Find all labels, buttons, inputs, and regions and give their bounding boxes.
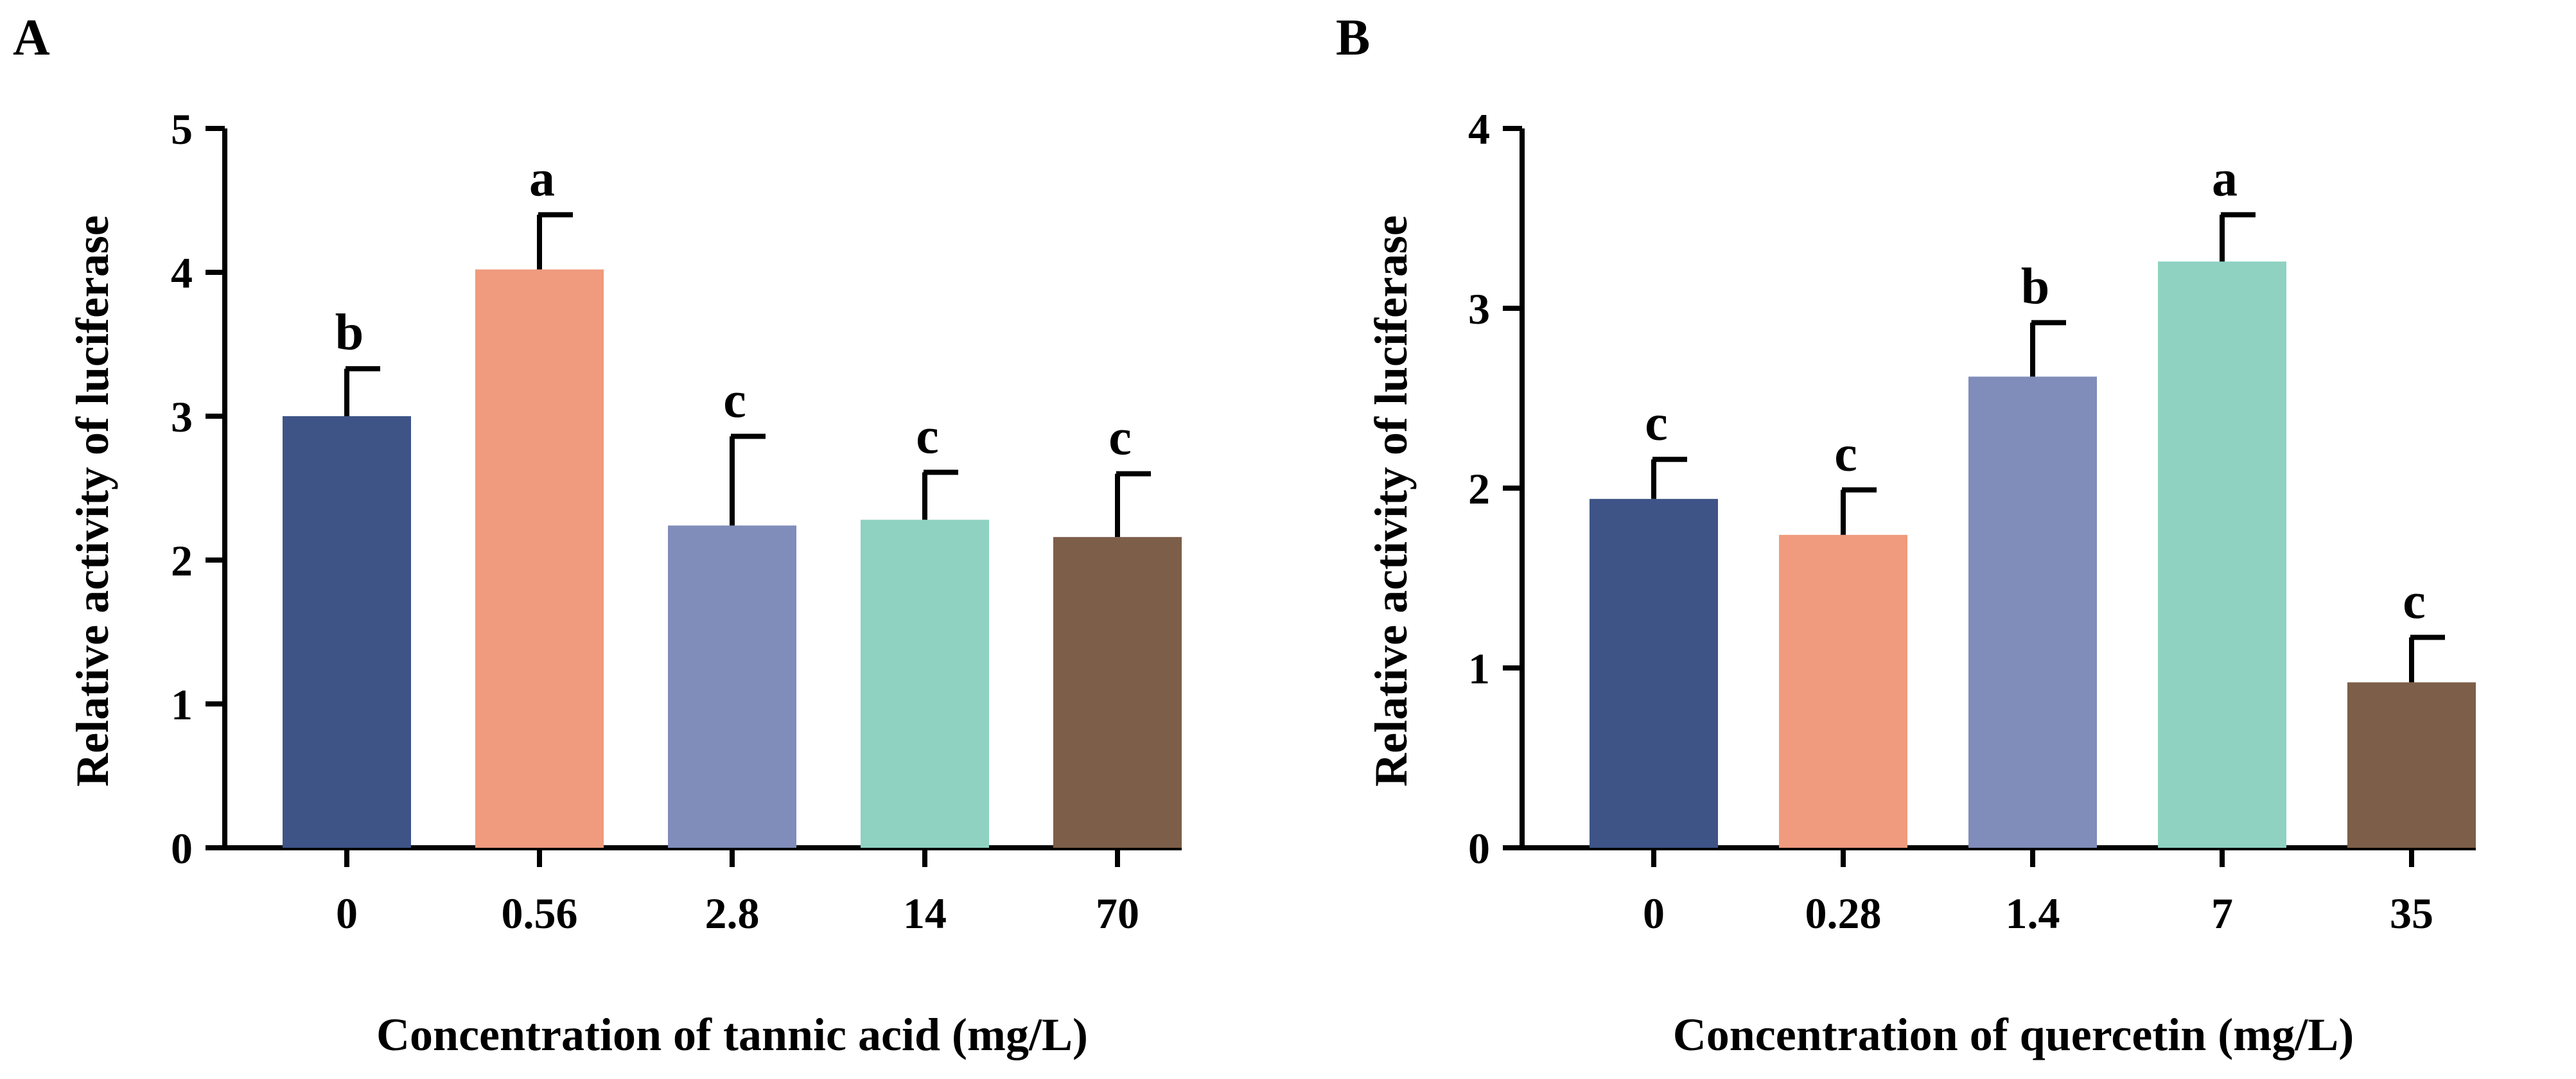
significance-letter-b-2: b — [2021, 258, 2050, 315]
significance-letter-b-0: c — [1645, 395, 1668, 452]
bar-b-0 — [1590, 498, 1718, 848]
y-tick-label-a: 2 — [171, 536, 193, 585]
panel-label-b: B — [1336, 10, 1370, 66]
x-tick-label-a-0: 0 — [336, 889, 358, 938]
bar-a-1 — [475, 269, 604, 848]
y-tick-label-b: 0 — [1468, 824, 1490, 873]
y-axis-title-b: Relative activity of luciferase — [1365, 215, 1417, 787]
x-tick-label-b-3: 7 — [2211, 889, 2233, 938]
y-tick-label-a: 4 — [171, 249, 193, 297]
bar-a-3 — [861, 520, 989, 848]
plot-area-a: 0 1 2 3 4 5 b 0 a 0.56 c 2.8 c 14 c 70 — [171, 105, 1182, 938]
bar-a-4 — [1053, 537, 1182, 848]
significance-letter-a-1: a — [529, 150, 555, 207]
bar-b-1 — [1779, 534, 1907, 848]
chart-panel-a: A Relative activity of luciferase Concen… — [13, 10, 1182, 1060]
significance-letter-a-3: c — [916, 408, 939, 464]
y-tick-label-a: 5 — [171, 105, 193, 154]
panel-label-a: A — [13, 10, 50, 66]
bar-a-0 — [283, 416, 411, 848]
x-tick-label-a-1: 0.56 — [502, 889, 578, 938]
significance-letter-b-4: c — [2403, 573, 2426, 629]
y-tick-label-a: 0 — [171, 824, 193, 873]
x-tick-label-a-4: 70 — [1096, 889, 1139, 938]
significance-letter-b-3: a — [2212, 150, 2238, 207]
significance-letter-b-1: c — [1834, 426, 1857, 482]
x-axis-title-a: Concentration of tannic acid (mg/L) — [376, 1009, 1088, 1060]
x-tick-label-a-3: 14 — [903, 889, 947, 938]
bar-b-3 — [2158, 261, 2286, 848]
y-axis-title-a: Relative activity of luciferase — [67, 215, 118, 787]
y-tick-label-b: 1 — [1468, 644, 1490, 693]
significance-letter-a-2: c — [723, 372, 746, 428]
bar-b-2 — [1968, 376, 2097, 848]
x-tick-label-b-4: 35 — [2390, 889, 2433, 938]
y-tick-label-b: 3 — [1468, 285, 1490, 333]
significance-letter-a-0: b — [335, 304, 364, 361]
x-tick-label-b-2: 1.4 — [2006, 889, 2060, 938]
plot-area-b: 0 1 2 3 4 c 0 c 0.28 b 1.4 a 7 c 35 — [1468, 105, 2476, 938]
y-tick-label-a: 3 — [171, 392, 193, 441]
y-tick-label-a: 1 — [171, 680, 193, 729]
bar-a-2 — [668, 525, 796, 848]
x-tick-label-b-1: 0.28 — [1805, 889, 1882, 938]
bar-b-4 — [2347, 682, 2476, 848]
significance-letter-a-4: c — [1108, 410, 1132, 466]
chart-panel-b: B Relative activity of luciferase Concen… — [1336, 10, 2476, 1060]
x-tick-label-b-0: 0 — [1643, 889, 1665, 938]
x-tick-label-a-2: 2.8 — [705, 889, 760, 938]
y-tick-label-b: 2 — [1468, 464, 1490, 513]
y-tick-label-b: 4 — [1468, 105, 1490, 154]
x-axis-title-b: Concentration of quercetin (mg/L) — [1673, 1009, 2354, 1060]
